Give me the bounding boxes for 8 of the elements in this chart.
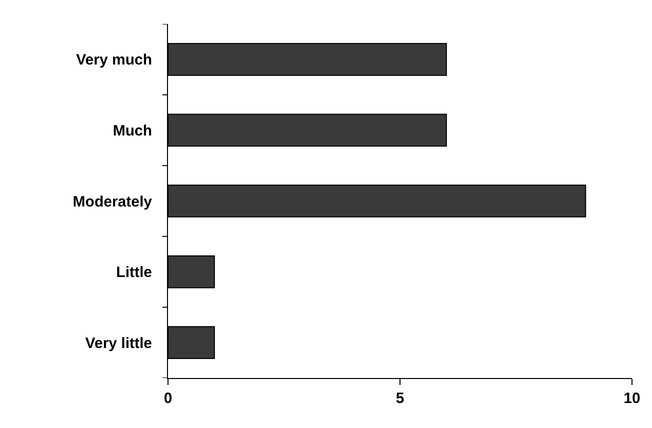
- x-tick-label: 0: [164, 390, 172, 407]
- y-tick-label: Moderately: [72, 193, 153, 210]
- x-tick-label: 10: [624, 390, 640, 407]
- y-tick-label: Very much: [76, 52, 152, 69]
- y-tick-label: Much: [112, 122, 152, 140]
- y-tick-label: Little: [116, 264, 152, 282]
- x-tick-label: 5: [396, 390, 404, 407]
- y-tick-label: Very little: [85, 334, 152, 352]
